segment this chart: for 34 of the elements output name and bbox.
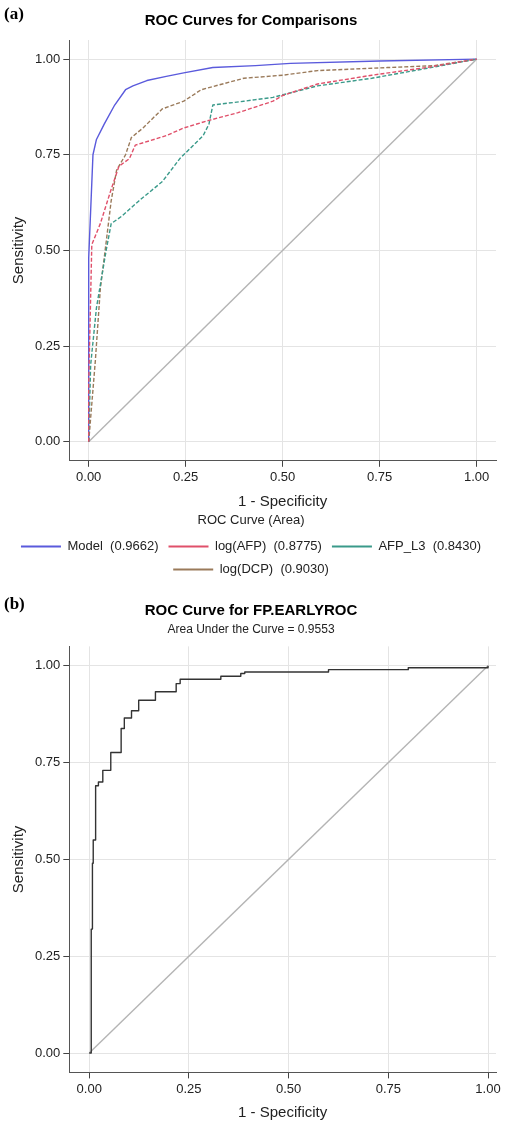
legend-label: AFP_L3 (0.8430) bbox=[378, 538, 482, 554]
x-tick-label: 0.75 bbox=[366, 469, 393, 485]
x-axis-title: 1 - Specificity bbox=[238, 1103, 328, 1121]
y-tick-label: 1.00 bbox=[34, 657, 61, 673]
chart-subtitle: Area Under the Curve = 0.9553 bbox=[167, 621, 335, 636]
legend-label: log(DCP) (0.9030) bbox=[219, 561, 329, 577]
x-tick-label: 1.00 bbox=[475, 1080, 501, 1096]
y-tick-label: 0.00 bbox=[34, 433, 61, 449]
y-tick-label: 0.00 bbox=[34, 1044, 61, 1060]
y-tick-label: 0.50 bbox=[34, 850, 61, 866]
x-tick-label: 0.25 bbox=[173, 469, 199, 485]
x-tick-label: 0.00 bbox=[76, 1080, 102, 1096]
y-tick-label: 0.75 bbox=[34, 754, 61, 770]
legend-label: log(AFP) (0.8775) bbox=[215, 538, 322, 554]
x-tick-label: 1.00 bbox=[463, 469, 490, 485]
y-tick-label: 1.00 bbox=[34, 50, 61, 66]
text: (b) bbox=[4, 593, 25, 613]
legend-label: Model (0.9662) bbox=[67, 538, 159, 554]
y-tick-label: 0.25 bbox=[34, 947, 61, 963]
y-axis-title: Sensitivity bbox=[9, 825, 27, 894]
x-axis-title: 1 - Specificity bbox=[238, 491, 328, 509]
y-axis-title: Sensitivity bbox=[9, 216, 27, 285]
x-tick-label: 0.75 bbox=[375, 1080, 401, 1096]
y-tick-label: 0.50 bbox=[34, 241, 61, 257]
x-tick-label: 0.25 bbox=[176, 1080, 202, 1096]
y-tick-label: 0.25 bbox=[34, 337, 61, 353]
chart-title: ROC Curves for Comparisons bbox=[144, 11, 358, 29]
chart-title: ROC Curve for FP.EARLYROC bbox=[144, 601, 358, 619]
x-tick-label: 0.50 bbox=[275, 1080, 302, 1096]
legend-title: ROC Curve (Area) bbox=[197, 512, 305, 528]
x-tick-label: 0.50 bbox=[269, 469, 296, 485]
text: (a) bbox=[4, 3, 24, 23]
x-tick-label: 0.00 bbox=[76, 469, 102, 485]
y-tick-label: 0.75 bbox=[34, 146, 61, 162]
